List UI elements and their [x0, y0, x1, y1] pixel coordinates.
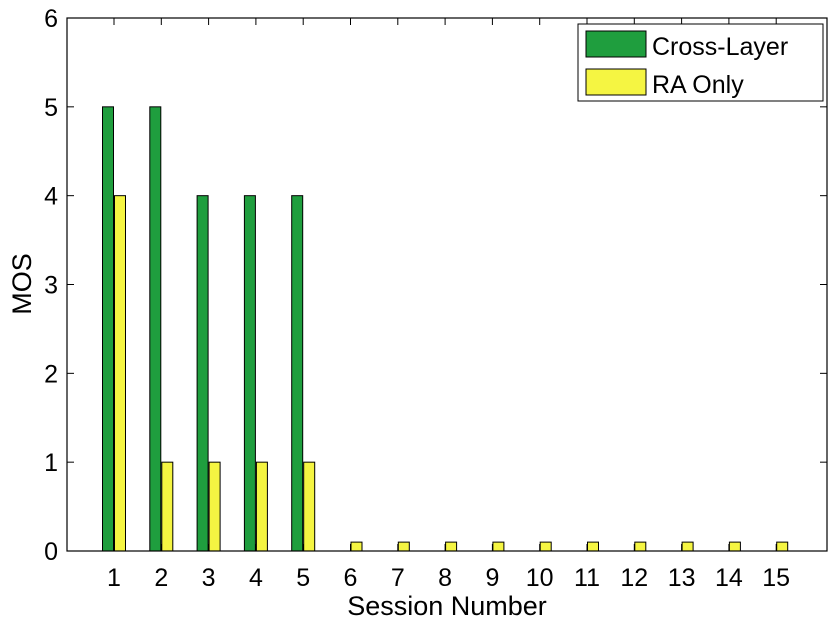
bar-ra-only-12: [634, 541, 647, 552]
legend-label-cross-layer: Cross-Layer: [652, 33, 788, 61]
bar-ra-only-11: [587, 541, 599, 552]
x-tick-label-3: 3: [202, 564, 216, 592]
x-tick-label-7: 7: [391, 564, 405, 592]
bar-ra-only-15: [776, 541, 789, 552]
x-tick-label-5: 5: [296, 564, 310, 592]
x-tick-label-2: 2: [154, 564, 168, 592]
x-tick-label-10: 10: [526, 564, 554, 592]
y-tick-label-4: 4: [44, 183, 58, 211]
bar-cross-layer-3: [196, 195, 209, 552]
x-tick-label-12: 12: [620, 564, 648, 592]
x-tick-label-15: 15: [762, 564, 790, 592]
legend-swatch-cross-layer: [585, 30, 647, 58]
x-axis-title: Session Number: [347, 591, 547, 621]
x-tick-label-1: 1: [107, 564, 121, 592]
x-axis: 1 2 3 4 5 6 7 8 9 10 11 12 13 14 15: [107, 18, 790, 592]
bar-ra-only-13: [681, 541, 694, 552]
bar-ra-only-10: [539, 541, 552, 552]
legend: Cross-Layer RA Only: [577, 23, 824, 102]
y-tick-label-2: 2: [44, 360, 58, 388]
legend-swatch-ra-only: [585, 68, 647, 96]
x-tick-label-6: 6: [344, 564, 358, 592]
y-axis-title: MOS: [7, 253, 37, 315]
bar-ra-only-6: [350, 541, 363, 552]
bars-group: [102, 106, 789, 552]
x-tick-label-4: 4: [249, 564, 263, 592]
y-axis: 0 1 2 3 4 5 6: [44, 5, 827, 566]
x-tick-label-14: 14: [715, 564, 743, 592]
y-tick-label-1: 1: [44, 449, 58, 477]
bar-cross-layer-2: [149, 106, 162, 552]
y-tick-label-0: 0: [44, 538, 58, 566]
x-tick-label-13: 13: [668, 564, 696, 592]
bar-ra-only-2: [161, 461, 174, 552]
y-tick-label-6: 6: [44, 5, 58, 33]
y-tick-label-5: 5: [44, 94, 58, 122]
bar-ra-only-14: [728, 541, 741, 552]
bar-ra-only-3: [208, 461, 221, 552]
bar-ra-only-5: [303, 461, 316, 552]
legend-label-ra-only: RA Only: [652, 71, 744, 99]
bar-cross-layer-5: [291, 195, 304, 552]
bar-ra-only-4: [255, 461, 268, 552]
y-tick-label-3: 3: [44, 272, 58, 300]
x-tick-label-11: 11: [574, 564, 600, 592]
bar-ra-only-8: [445, 541, 458, 552]
bar-ra-only-9: [492, 541, 505, 552]
x-tick-label-9: 9: [485, 564, 499, 592]
bar-ra-only-1: [114, 195, 126, 552]
x-tick-label-8: 8: [438, 564, 452, 592]
bar-cross-layer-1: [102, 106, 114, 552]
bar-cross-layer-4: [243, 195, 256, 552]
bar-ra-only-7: [397, 541, 410, 552]
